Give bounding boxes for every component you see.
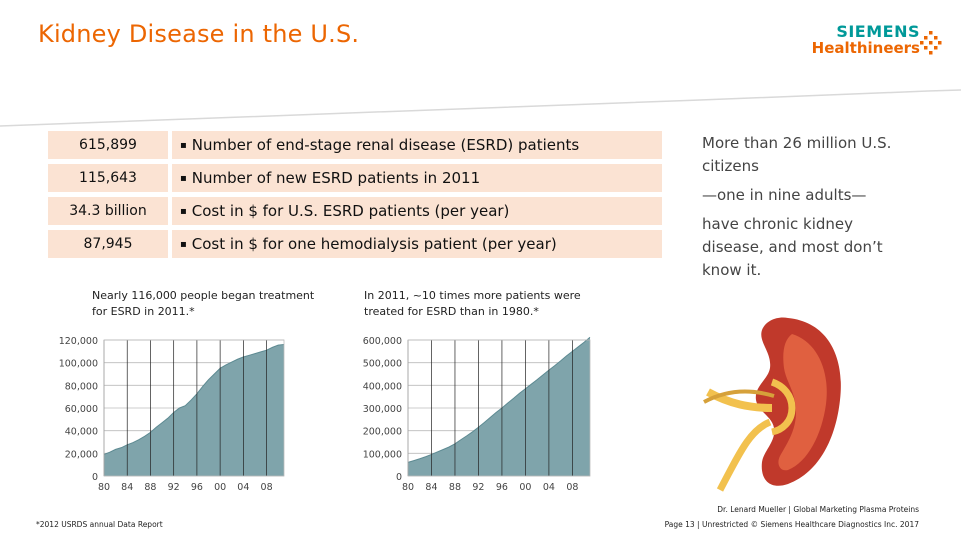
- stat-description: ▪ Number of new ESRD patients in 2011: [172, 164, 662, 192]
- x-tick-label: 92: [168, 482, 180, 493]
- area-series: [104, 344, 284, 476]
- x-tick-label: 84: [425, 482, 437, 493]
- y-tick-label: 300,000: [363, 404, 402, 415]
- logo-line-1: SIEMENS: [836, 22, 920, 41]
- x-tick-label: 80: [98, 482, 110, 493]
- siemens-healthineers-logo: SIEMENS Healthineers: [806, 22, 946, 62]
- x-tick-label: 80: [402, 482, 414, 493]
- y-tick-label: 120,000: [59, 336, 98, 347]
- stat-value: 34.3 billion: [48, 197, 168, 225]
- y-tick-label: 500,000: [363, 359, 402, 370]
- stat-description-text: Cost in $ for one hemodialysis patient (…: [191, 235, 557, 253]
- x-tick-label: 88: [449, 482, 461, 493]
- callout-line-1: More than 26 million U.S. citizens: [702, 134, 892, 175]
- chart-1-caption: Nearly 116,000 people began treatment fo…: [92, 289, 315, 318]
- area-series: [408, 337, 590, 476]
- stat-description-text: Cost in $ for U.S. ESRD patients (per ye…: [191, 202, 510, 220]
- y-tick-label: 80,000: [65, 381, 98, 392]
- stat-description: ▪ Cost in $ for one hemodialysis patient …: [172, 230, 662, 258]
- stat-value: 615,899: [48, 131, 168, 159]
- x-tick-label: 08: [261, 482, 273, 493]
- decorative-curve: [0, 89, 961, 127]
- y-tick-label: 60,000: [65, 404, 98, 415]
- stat-value: 87,945: [48, 230, 168, 258]
- series-line: [407, 336, 591, 463]
- callout-line-2: —one in nine adults—: [702, 186, 867, 204]
- y-tick-label: 40,000: [65, 427, 98, 438]
- y-tick-label: 0: [396, 472, 402, 483]
- y-tick-label: 200,000: [363, 427, 402, 438]
- plot-frame: [103, 339, 285, 477]
- x-tick-label: 08: [566, 482, 578, 493]
- chart-1-new-esrd: 120,000100,00080,00060,00040,00020,00008…: [59, 336, 285, 493]
- stat-description: ▪ Cost in $ for U.S. ESRD patients (per y…: [172, 197, 662, 225]
- slide-title: Kidney Disease in the U.S.: [38, 20, 360, 48]
- chart-2-caption: In 2011, ~10 times more patients were tr…: [364, 289, 581, 318]
- y-tick-label: 100,000: [363, 449, 402, 460]
- source-footnote: *2012 USRDS annual Data Report: [36, 520, 163, 529]
- x-tick-label: 04: [543, 482, 555, 493]
- kidney-illustration: [703, 317, 841, 492]
- stat-description-text: Number of end-stage renal disease (ESRD)…: [191, 136, 580, 154]
- plot-frame: [407, 339, 591, 477]
- x-tick-label: 96: [496, 482, 508, 493]
- x-tick-label: 92: [472, 482, 484, 493]
- y-tick-label: 400,000: [363, 381, 402, 392]
- x-tick-label: 96: [191, 482, 203, 493]
- stat-value: 115,643: [48, 164, 168, 192]
- x-tick-label: 84: [121, 482, 133, 493]
- y-tick-label: 0: [92, 472, 98, 483]
- y-tick-label: 600,000: [363, 336, 402, 347]
- x-tick-label: 04: [237, 482, 249, 493]
- series-line: [103, 344, 285, 455]
- y-tick-label: 100,000: [59, 359, 98, 370]
- ckd-callout: More than 26 million U.S. citizens —one …: [702, 132, 902, 282]
- y-tick-label: 20,000: [65, 449, 98, 460]
- x-tick-label: 00: [519, 482, 531, 493]
- chart-2-treated-esrd: 600,000 500,000 400,000 300,000 200,000 100,0…: [363, 336, 591, 493]
- x-tick-label: 00: [214, 482, 226, 493]
- stat-description-text: Number of new ESRD patients in 2011: [191, 169, 481, 187]
- x-tick-label: 88: [144, 482, 156, 493]
- callout-line-3: have chronic kidney disease, and most do…: [702, 215, 883, 279]
- author-credit: Dr. Lenard Mueller | Global Marketing Pl…: [717, 505, 919, 514]
- stat-description: ▪ Number of end-stage renal disease (ESRD…: [172, 131, 662, 159]
- dot-grid-icon: [920, 31, 942, 55]
- page-footer: Page 13 | Unrestricted © Siemens Healthc…: [664, 520, 919, 529]
- logo-line-2: Healthineers: [811, 39, 920, 57]
